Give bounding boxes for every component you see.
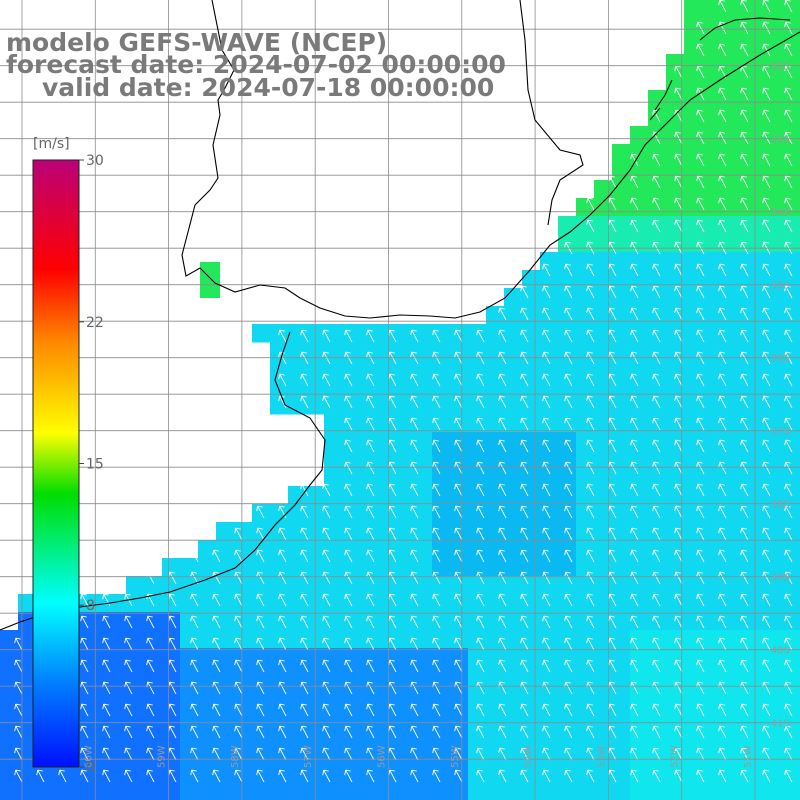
longitude-label: 59W [157, 745, 168, 768]
colorbar-tick-label: 30 [86, 153, 104, 169]
longitude-label: 55W [450, 745, 461, 768]
latitude-label: 41S [771, 719, 790, 730]
colorbar-unit-label: [m/s] [33, 136, 70, 152]
latitude-label: 36S [771, 354, 790, 365]
latitude-label: 39S [771, 573, 790, 584]
latitude-label: 34S [771, 208, 790, 219]
colorbar-ramp [32, 159, 80, 768]
lagoon-outline [649, 17, 791, 121]
longitude-label: 57W [303, 745, 314, 768]
model-title: modelo GEFS-WAVE (NCEP) [6, 28, 388, 57]
latitude-label: 33S [771, 135, 790, 146]
valid-date-label: valid date: 2024-07-18 00:00:00 [42, 73, 495, 102]
longitude-label: 56W [376, 745, 387, 768]
longitude-label: 52W [670, 745, 681, 768]
colorbar-ticks: 30 22 15 8 0 [79, 153, 104, 776]
coastline-southwest [0, 331, 326, 631]
longitude-labels: 60W 59W 58W 57W 56W 55W 54W 53W 52W 51W [83, 745, 754, 768]
colorbar-tick-label: 22 [86, 315, 104, 331]
longitude-label: 54W [523, 745, 534, 768]
forecast-date-label: forecast date: 2024-07-02 00:00:00 [6, 50, 506, 79]
latitude-labels: 32S 33S 34S 35S 36S 37S 38S 39S 40S 41S [771, 62, 790, 730]
latitude-label: 32S [771, 62, 790, 73]
latitude-label: 40S [771, 646, 790, 657]
longitude-label: 51W [743, 745, 754, 768]
colorbar-tick-label: 15 [86, 457, 104, 473]
longitude-label: 53W [596, 745, 607, 768]
latitude-label: 37S [771, 427, 790, 438]
coastline [181, 0, 800, 319]
coastline-north [519, 0, 584, 226]
colorbar: [m/s] 30 22 15 8 0 [32, 136, 104, 776]
longitude-label: 60W [83, 745, 94, 768]
latitude-label: 35S [771, 281, 790, 292]
colorbar-tick-label: 0 [86, 760, 95, 776]
longitude-label: 58W [230, 745, 241, 768]
colorbar-tick-label: 8 [86, 598, 95, 614]
latitude-label: 38S [771, 500, 790, 511]
